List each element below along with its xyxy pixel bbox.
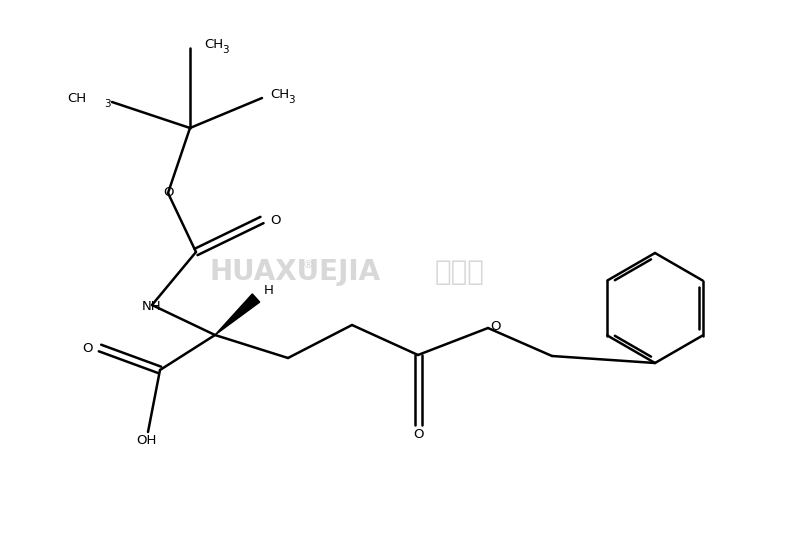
Polygon shape [215, 294, 260, 335]
Text: CH: CH [66, 92, 86, 105]
Text: H: H [264, 284, 274, 298]
Text: ®: ® [302, 260, 313, 270]
Text: O: O [490, 321, 501, 333]
Text: O: O [413, 429, 423, 441]
Text: 3: 3 [222, 45, 228, 55]
Text: NH: NH [143, 300, 162, 312]
Text: CH: CH [270, 88, 289, 102]
Text: 化学加: 化学加 [435, 258, 485, 286]
Text: 3: 3 [288, 95, 295, 105]
Text: O: O [270, 214, 280, 227]
Text: HUAXUEJIA: HUAXUEJIA [209, 258, 380, 286]
Text: CH: CH [204, 38, 223, 52]
Text: O: O [83, 341, 93, 355]
Text: 3: 3 [104, 99, 111, 109]
Text: O: O [163, 187, 173, 199]
Text: OH: OH [136, 434, 156, 447]
